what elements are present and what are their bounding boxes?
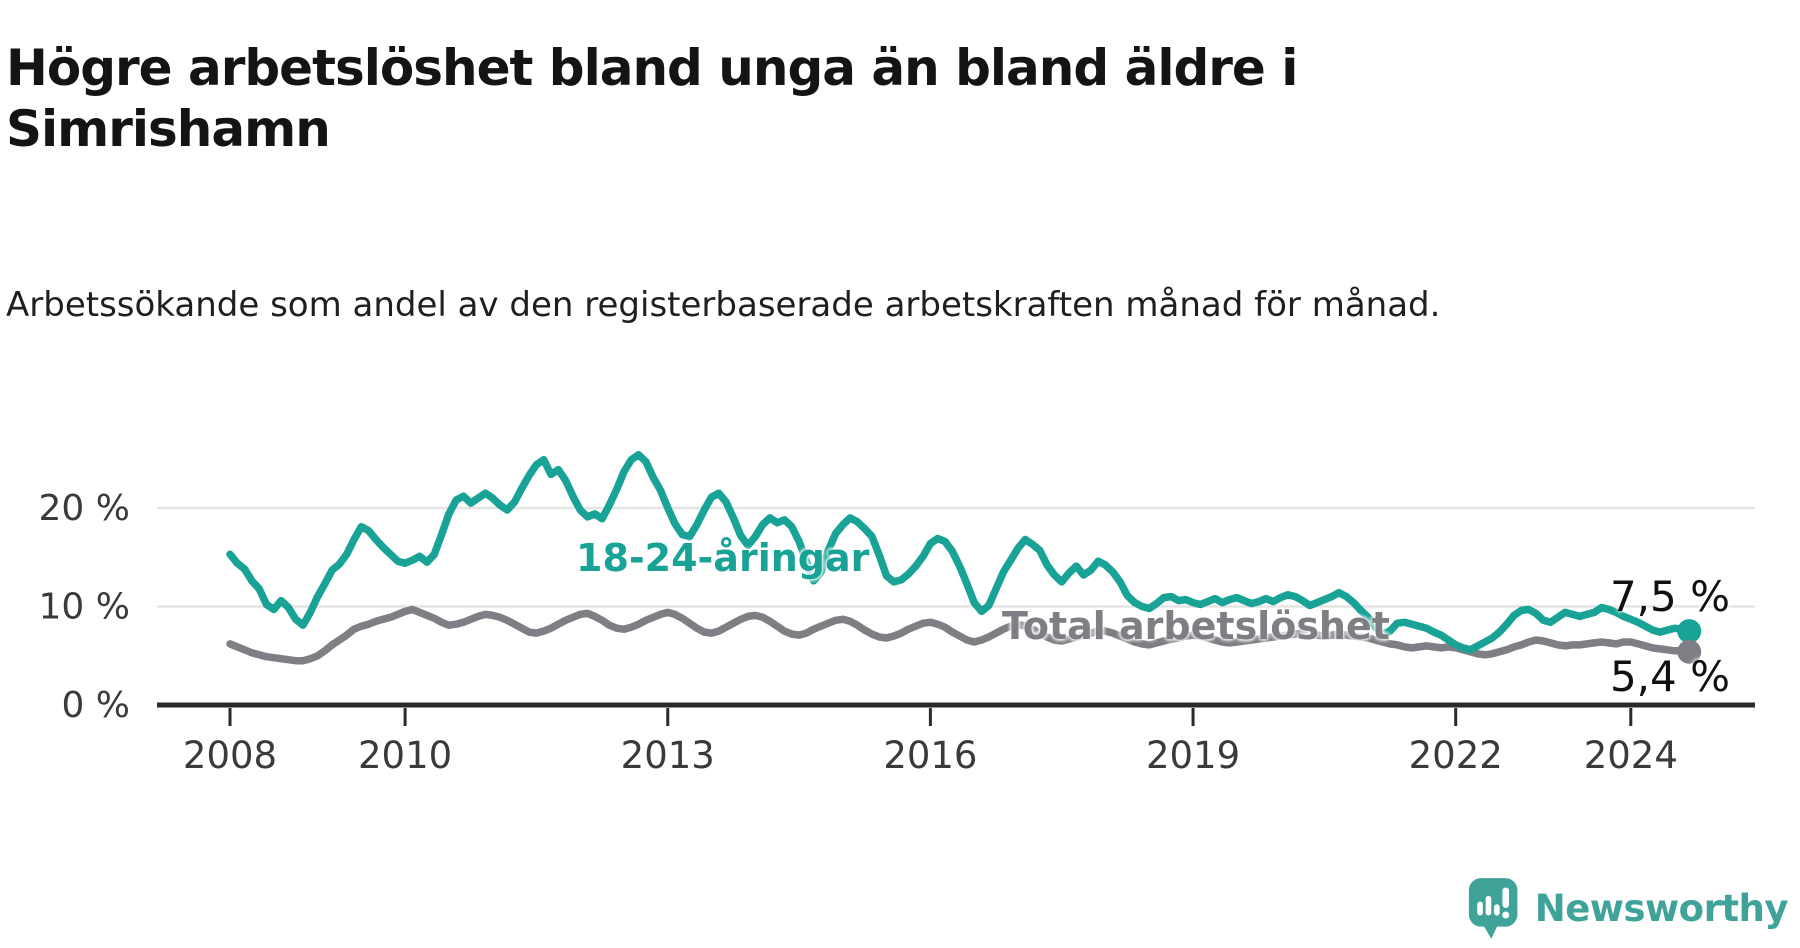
newsworthy-logo-icon xyxy=(1468,878,1518,939)
end-dot-18-24-åringar xyxy=(1677,619,1702,644)
series-line-Total arbetslöshet xyxy=(226,605,1693,665)
brand-name: Newsworthy xyxy=(1534,886,1789,930)
y-axis-label-20: 20 % xyxy=(39,488,130,529)
x-axis-label-2008: 2008 xyxy=(183,734,277,777)
x-axis-label-2010: 2010 xyxy=(358,734,452,777)
x-axis-label-2022: 2022 xyxy=(1409,734,1503,777)
end-dot-Total arbetslöshet xyxy=(1677,639,1702,664)
brand-footer: Newsworthy xyxy=(1467,876,1789,940)
y-axis-label-0: 0 % xyxy=(61,685,130,726)
y-axis-label-10: 10 % xyxy=(39,587,130,628)
chart-subtitle: Arbetssökande som andel av den registerb… xyxy=(6,285,1441,325)
series-line-18-24-åringar xyxy=(226,451,1693,654)
x-axis-label-2024: 2024 xyxy=(1584,734,1678,777)
end-value-total: 5,4 % xyxy=(1609,652,1730,701)
series-label-total: Total arbetslöshet xyxy=(1002,604,1390,648)
series-label-young: 18-24-åringar xyxy=(576,536,870,580)
x-axis-label-2013: 2013 xyxy=(621,734,715,777)
x-axis-label-2019: 2019 xyxy=(1146,734,1240,777)
x-axis-label-2016: 2016 xyxy=(883,734,977,777)
chart-title: Högre arbetslöshet bland unga än bland ä… xyxy=(6,38,1298,158)
end-value-young: 7,5 % xyxy=(1609,572,1730,621)
